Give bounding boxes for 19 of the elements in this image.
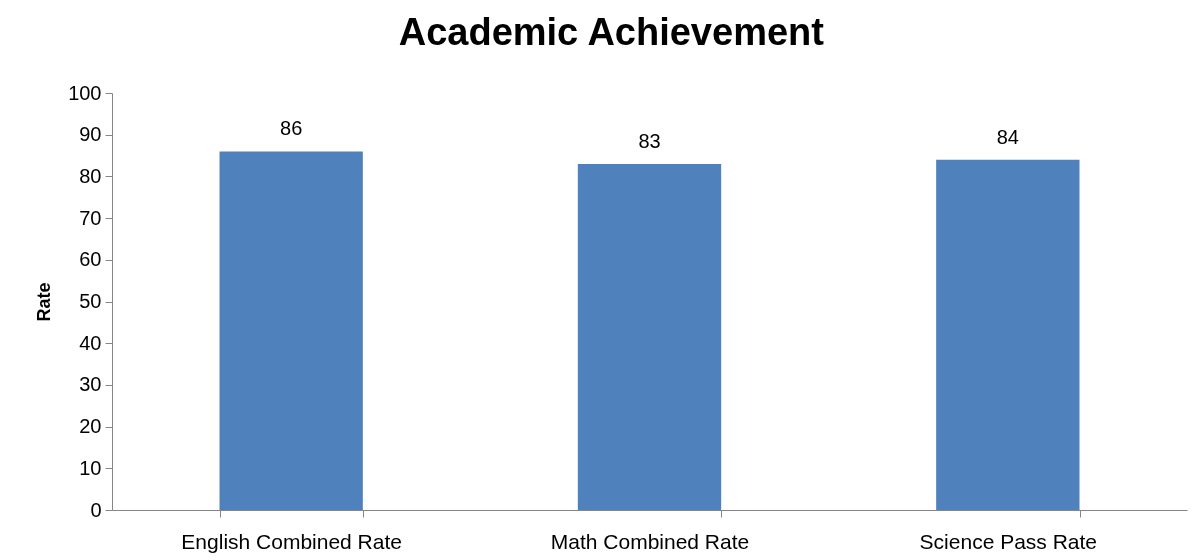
y-axis-title: Rate — [34, 282, 55, 322]
x-tick-label: Science Pass Rate — [919, 529, 1098, 553]
y-tick-label: 50 — [79, 290, 102, 312]
chart-title: Academic Achievement — [398, 11, 825, 53]
x-tick-label: Math Combined Rate — [550, 529, 750, 553]
y-tick-label: 80 — [79, 164, 102, 187]
y-tick-label: 40 — [79, 331, 102, 354]
data-label: 84 — [996, 125, 1019, 148]
y-tick-label: 10 — [79, 456, 102, 479]
y-tick-label: 20 — [79, 415, 102, 438]
y-tick-label: 30 — [79, 373, 102, 396]
y-tick-label: 60 — [79, 248, 102, 271]
y-tick-label: 0 — [90, 498, 102, 521]
data-label: 83 — [638, 129, 661, 152]
y-tick-label: 70 — [79, 206, 102, 229]
y-tick-label: 100 — [68, 81, 102, 104]
y-tick-label: 90 — [79, 123, 102, 146]
x-tick-label: English Combined Rate — [181, 529, 402, 553]
data-label: 86 — [280, 117, 303, 140]
